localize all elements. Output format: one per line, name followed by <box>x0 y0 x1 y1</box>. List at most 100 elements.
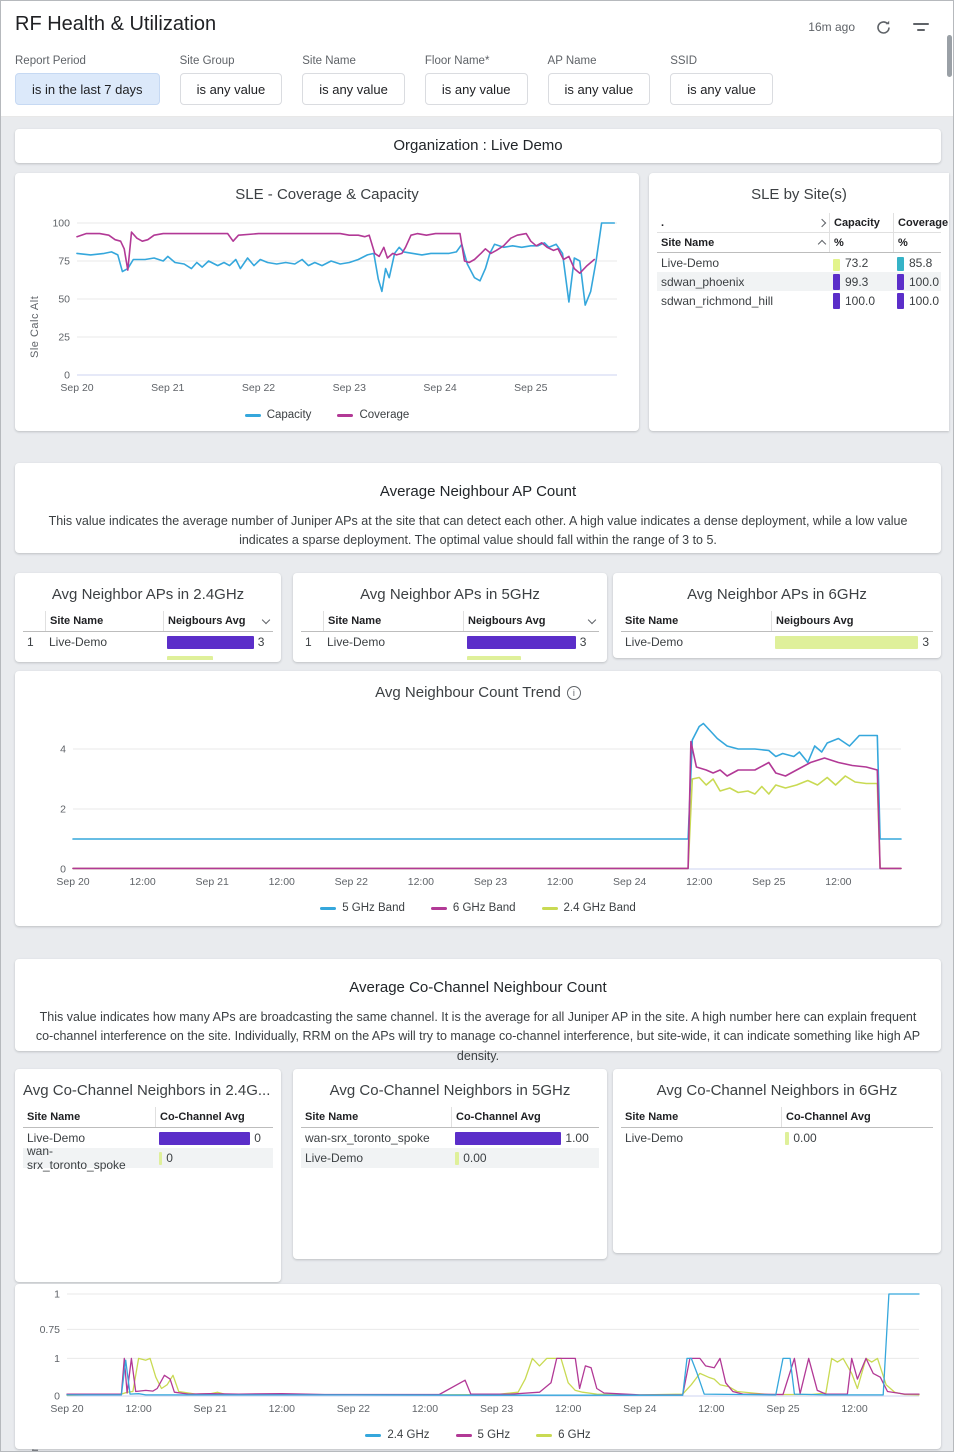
svg-text:Sep 21: Sep 21 <box>196 876 229 888</box>
chevron-right-icon[interactable] <box>817 218 827 227</box>
filter-value-site-group[interactable]: is any value <box>179 73 283 105</box>
sort-asc-icon[interactable] <box>817 239 827 248</box>
svg-text:12:00: 12:00 <box>408 876 434 888</box>
legend-item-6ghz[interactable]: 6 GHz <box>536 1429 591 1441</box>
legend-item-5ghz[interactable]: 5 GHz <box>455 1429 510 1441</box>
filter-label: Floor Name* <box>424 55 490 67</box>
table-title: Avg Co-Channel Neighbors in 6GHz <box>656 1082 898 1099</box>
legend-item-coverage[interactable]: Coverage <box>337 409 409 421</box>
site-name-header[interactable]: Site Name <box>323 611 463 631</box>
coverage-bar <box>897 293 904 309</box>
svg-text:Sep 24: Sep 24 <box>623 1403 656 1415</box>
legend-item-24ghz[interactable]: 2.4 GHz <box>365 1429 430 1441</box>
site-cell: wan-srx_toronto_spoke <box>27 1144 126 1172</box>
svg-text:1: 1 <box>54 1289 60 1301</box>
filter-floor-name: Floor Name* is any value <box>424 55 528 105</box>
value-bar <box>467 635 576 649</box>
filter-site-name: Site Name is any value <box>302 55 405 105</box>
value-header[interactable]: Co-Channel Avg <box>781 1107 933 1127</box>
site-cell: sdwan_phoenix <box>661 274 745 289</box>
tile-cochannel-5ghz: Avg Co-Channel Neighbors in 5GHz Site Na… <box>293 1069 607 1259</box>
svg-text:Sep 24: Sep 24 <box>613 876 646 888</box>
table-title: Avg Co-Channel Neighbors in 5GHz <box>329 1082 571 1099</box>
filter-value-ssid[interactable]: is any value <box>670 73 773 105</box>
capacity-value: 100.0 <box>845 293 876 308</box>
line-swatch <box>320 906 337 910</box>
svg-text:Sep 21: Sep 21 <box>194 1403 227 1415</box>
value-header[interactable]: Co-Channel Avg <box>451 1107 599 1127</box>
site-name-header[interactable]: Site Name <box>661 236 715 249</box>
legend-item-6ghz-band[interactable]: 6 GHz Band <box>430 902 516 914</box>
svg-text:Sep 22: Sep 22 <box>242 382 275 394</box>
table-row: wan-srx_toronto_spoke 0 <box>23 1144 273 1172</box>
filter-value-ap-name[interactable]: is any value <box>547 73 651 105</box>
capacity-line-swatch <box>244 413 261 417</box>
capacity-unit-header: % <box>829 233 893 252</box>
site-name-header[interactable]: Site Name <box>625 1111 679 1123</box>
legend-item-5ghz-band[interactable]: 5 GHz Band <box>320 902 405 914</box>
refresh-icon-glyph <box>876 20 890 34</box>
svg-text:12:00: 12:00 <box>686 876 712 888</box>
dashboard-filter-icon[interactable] <box>911 17 931 37</box>
sle-by-site-title: SLE by Site(s) <box>751 186 847 203</box>
site-name-header[interactable]: Site Name <box>625 615 679 627</box>
table-row: 1 Live-Demo 3 <box>301 632 599 652</box>
coverage-unit-header: % <box>893 233 941 252</box>
row-index: 1 <box>305 635 312 649</box>
value-header[interactable]: Neigbours Avg <box>771 611 933 631</box>
tile-cochannel-24ghz: Avg Co-Channel Neighbors in 2.4G... Site… <box>15 1069 281 1282</box>
svg-text:Sep 25: Sep 25 <box>752 876 785 888</box>
svg-text:12:00: 12:00 <box>555 1403 581 1415</box>
sort-desc-icon[interactable] <box>261 615 271 625</box>
filter-value-report-period[interactable]: is in the last 7 days <box>15 73 160 105</box>
last-refresh-label: 16m ago <box>808 20 855 34</box>
site-cell: Live-Demo <box>305 1151 364 1165</box>
legend-item-capacity[interactable]: Capacity <box>244 409 312 421</box>
table-header: Site Name Neigbours Avg <box>301 611 599 632</box>
isavg-chart-legend: 2.4 GHz 5 GHz 6 GHz <box>15 1429 941 1441</box>
value-bar <box>467 655 521 660</box>
svg-text:12:00: 12:00 <box>125 1403 151 1415</box>
line-swatch <box>365 1433 382 1437</box>
tile-avg-neighbor-24ghz: Avg Neighbor APs in 2.4GHz Site Name Nei… <box>15 573 281 662</box>
filter-label: Report Period <box>15 55 86 67</box>
svg-text:25: 25 <box>58 332 70 344</box>
site-name-header[interactable]: Site Name <box>45 611 163 631</box>
trend-chart-legend: 5 GHz Band 6 GHz Band 2.4 GHz Band <box>15 902 941 914</box>
filter-value-site-name[interactable]: is any value <box>302 73 405 105</box>
table-row: Live-Demo 0.00 <box>621 1128 933 1148</box>
header-actions: 16m ago <box>808 17 931 37</box>
coverage-group-header[interactable]: Coverage <box>893 213 952 232</box>
table-header: Site Name Co-Channel Avg <box>621 1107 933 1128</box>
legend-label: Capacity <box>266 409 312 421</box>
capacity-group-header[interactable]: Capacity <box>829 213 893 232</box>
svg-text:0: 0 <box>54 1391 60 1403</box>
filter-value-floor-name[interactable]: is any value <box>424 73 528 105</box>
page-scrollbar-thumb[interactable] <box>947 35 952 77</box>
sort-desc-icon[interactable] <box>587 615 597 625</box>
legend-label: 2.4 GHz Band <box>563 902 636 914</box>
trend-chart-title-text: Avg Neighbour Count Trend <box>375 684 561 701</box>
value-header[interactable]: Neigbours Avg <box>463 611 585 631</box>
site-name-header[interactable]: Site Name <box>305 1111 359 1123</box>
value-header[interactable]: Neigbours Avg <box>163 611 259 631</box>
coverage-value: 100.0 <box>909 274 940 289</box>
value-header[interactable]: Co-Channel Avg <box>155 1107 273 1127</box>
svg-text:2: 2 <box>60 804 66 816</box>
line-swatch <box>541 906 558 910</box>
site-name-header[interactable]: Site Name <box>27 1111 81 1123</box>
table-title: Avg Neighbor APs in 6GHz <box>687 586 867 603</box>
svg-text:0: 0 <box>60 864 66 876</box>
svg-text:Sep 20: Sep 20 <box>50 1403 83 1415</box>
svg-text:Sep 23: Sep 23 <box>480 1403 513 1415</box>
value-bar <box>167 635 254 649</box>
table-header: Site Name Co-Channel Avg <box>23 1107 273 1128</box>
tile-neighbour-count-trend: Avg Neighbour Count Trend Neigbours Avg … <box>15 671 941 1451</box>
refresh-icon[interactable] <box>873 17 893 37</box>
legend-item-24ghz-band[interactable]: 2.4 GHz Band <box>541 902 636 914</box>
legend-label: 5 GHz Band <box>342 902 405 914</box>
cochannel-section-description: This value indicates how many APs are br… <box>35 1010 921 1063</box>
info-icon[interactable] <box>566 686 581 700</box>
